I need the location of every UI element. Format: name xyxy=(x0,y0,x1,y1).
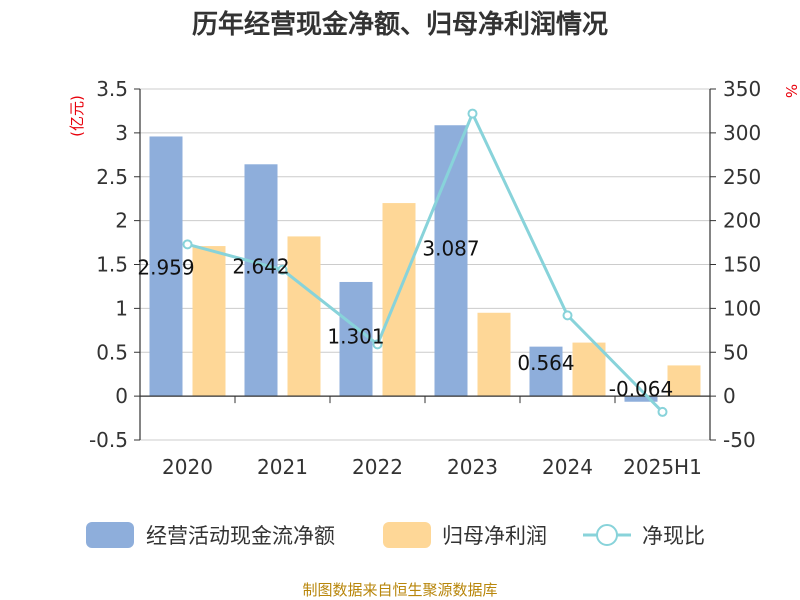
net-profit-bar xyxy=(667,365,701,397)
cashflow-bar xyxy=(624,396,658,402)
legend-swatch-cashflow xyxy=(86,522,134,548)
ratio-point xyxy=(182,239,193,250)
left-axis-tick-label: 0.5 xyxy=(96,340,128,364)
ratio-line xyxy=(182,108,668,417)
ratio-point xyxy=(467,108,478,119)
left-axis-unit: (亿元) xyxy=(68,95,86,137)
axes: -0.5 0 0.5 1 1.5 2 2.5 3 3.5 -50 0 50 100 150 200 250 30… xyxy=(89,77,761,479)
cashflow-bar xyxy=(434,125,468,397)
data-labels: 2.959 2.642 1.301 3.087 0.564 -0.064 xyxy=(137,237,673,401)
cashflow-data-label: 2.959 xyxy=(137,256,194,280)
legend-marker-ratio xyxy=(596,524,618,546)
category-label: 2020 xyxy=(162,455,213,479)
legend-label-cashflow: 经营活动现金流净额 xyxy=(146,524,335,548)
right-axis-tick-label: 150 xyxy=(723,253,761,277)
net-profit-bar xyxy=(287,236,321,397)
legend-swatch-net-profit xyxy=(383,522,431,548)
ratio-point xyxy=(657,406,668,417)
category-label: 2021 xyxy=(257,455,308,479)
ratio-point xyxy=(372,339,383,350)
source-note: 制图数据来自恒生聚源数据库 xyxy=(302,581,497,599)
left-axis-tick-label: 1 xyxy=(115,296,128,320)
left-axis-tick-label: 1.5 xyxy=(96,253,128,277)
left-axis-tick-label: 3.5 xyxy=(96,77,128,101)
legend: 经营活动现金流净额 归母净利润 净现比 xyxy=(86,522,705,548)
cashflow-data-label: 2.642 xyxy=(232,254,289,278)
cashflow-data-label: 1.301 xyxy=(327,324,384,348)
net-profit-bar xyxy=(192,246,226,397)
cashflow-bar xyxy=(149,136,183,397)
cashflow-bar xyxy=(339,281,373,397)
right-axis-tick-label: -50 xyxy=(723,428,756,452)
right-axis-tick-label: 300 xyxy=(723,121,761,145)
right-axis-tick-label: 100 xyxy=(723,296,761,320)
category-label: 2024 xyxy=(542,455,593,479)
cashflow-bar xyxy=(529,346,563,397)
left-axis-tick-label: 3 xyxy=(115,121,128,145)
cashflow-bar xyxy=(244,164,278,397)
ratio-line-path xyxy=(187,109,664,413)
chart-title: 历年经营现金净额、归母净利润情况 xyxy=(192,9,608,40)
right-axis-tick-label: 0 xyxy=(723,384,736,408)
left-axis-tick-label: 2 xyxy=(115,209,128,233)
right-axis-tick-label: 200 xyxy=(723,209,761,233)
legend-label-net-profit: 归母净利润 xyxy=(442,524,547,548)
right-axis-tick-label: 50 xyxy=(723,340,748,364)
bars xyxy=(149,125,701,402)
legend-label-ratio: 净现比 xyxy=(642,524,705,548)
right-axis-tick-label: 350 xyxy=(723,77,761,101)
category-label: 2023 xyxy=(447,455,498,479)
right-axis-unit: % xyxy=(782,84,800,98)
cashflow-data-label: 0.564 xyxy=(517,351,574,375)
category-label: 2025H1 xyxy=(623,455,702,479)
right-axis-tick-label: 250 xyxy=(723,165,761,189)
ratio-point xyxy=(562,310,573,321)
category-label: 2022 xyxy=(352,455,403,479)
net-profit-bar xyxy=(382,203,416,397)
net-profit-bar xyxy=(572,342,606,397)
ratio-point xyxy=(277,264,288,275)
net-profit-bar xyxy=(477,312,511,397)
cashflow-data-label: 3.087 xyxy=(422,237,479,261)
left-axis-tick-label: -0.5 xyxy=(89,428,128,452)
left-axis-tick-label: 2.5 xyxy=(96,165,128,189)
cashflow-data-label: -0.064 xyxy=(609,377,673,401)
left-axis-tick-label: 0 xyxy=(115,384,128,408)
